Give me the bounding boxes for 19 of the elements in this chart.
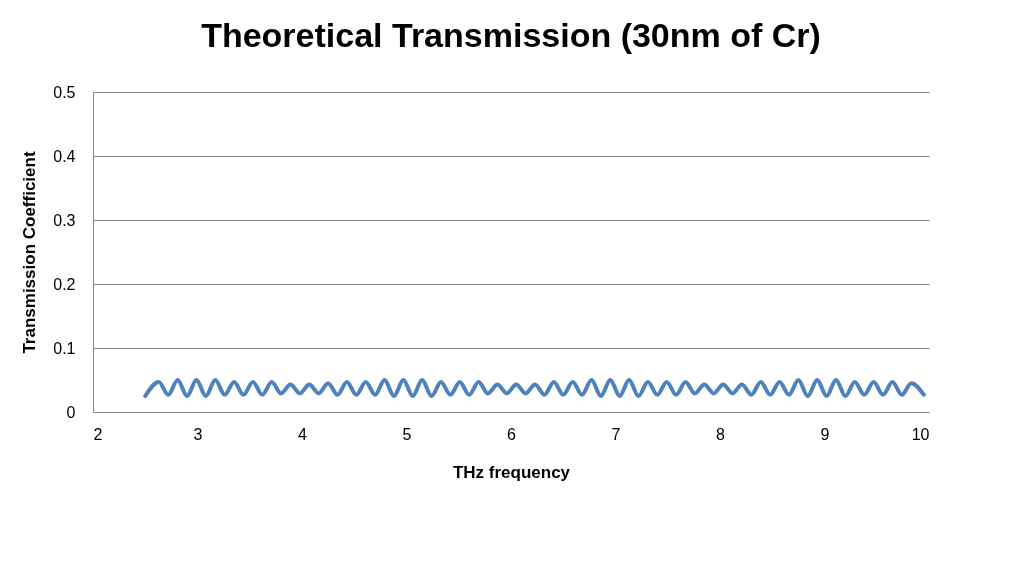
x-tick-label: 9 xyxy=(820,425,830,443)
x-tick-label: 2 xyxy=(93,425,103,443)
y-axis-title: Transmission Coefficient xyxy=(20,151,40,354)
x-tick-label: 10 xyxy=(911,425,930,443)
x-tick-label: 5 xyxy=(402,425,412,443)
x-tick-label: 8 xyxy=(716,425,726,443)
y-tick-label: 0 xyxy=(66,403,76,421)
y-tick-label: 0.4 xyxy=(53,147,76,165)
y-tick-label: 0.1 xyxy=(53,339,76,357)
y-tick-label: 0.3 xyxy=(53,211,76,229)
x-tick-label: 6 xyxy=(507,425,517,443)
x-axis-title: THz frequency xyxy=(452,462,571,482)
x-tick-label: 4 xyxy=(298,425,308,443)
y-tick-label: 0.2 xyxy=(53,275,76,293)
chart-title: Theoretical Transmission (30nm of Cr) xyxy=(201,16,821,54)
y-tick-label: 0.5 xyxy=(53,83,76,101)
line-series xyxy=(143,378,926,398)
x-tick-label: 7 xyxy=(611,425,621,443)
x-tick-label: 3 xyxy=(193,425,203,443)
